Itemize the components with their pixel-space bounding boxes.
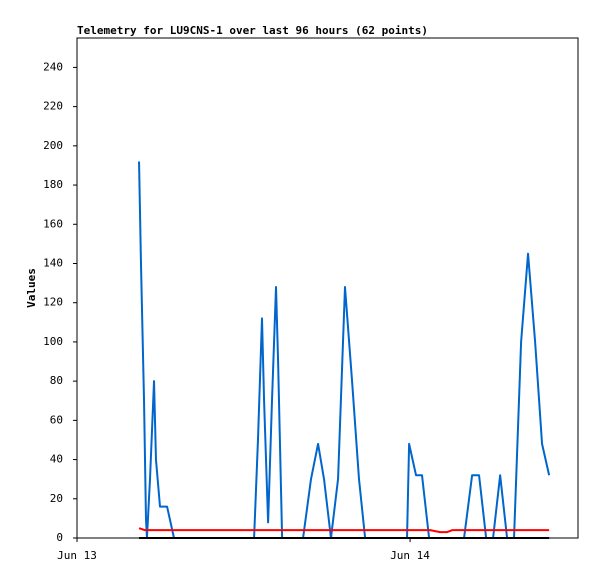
y-tick-label: 100 bbox=[43, 335, 63, 348]
chart-title: Telemetry for LU9CNS-1 over last 96 hour… bbox=[77, 24, 428, 37]
y-axis-label: Values bbox=[25, 268, 38, 308]
series-line bbox=[138, 161, 551, 539]
y-tick-label: 200 bbox=[43, 139, 63, 152]
y-tick-label: 220 bbox=[43, 100, 63, 113]
y-tick-label: 160 bbox=[43, 217, 63, 230]
series-line bbox=[138, 527, 550, 534]
y-tick-label: 140 bbox=[43, 256, 63, 269]
y-tick-label: 180 bbox=[43, 178, 63, 191]
x-tick-label: Jun 14 bbox=[390, 549, 430, 562]
x-tick-label: Jun 13 bbox=[57, 549, 97, 562]
y-tick-label: 60 bbox=[50, 413, 63, 426]
y-tick-label: 120 bbox=[43, 296, 63, 309]
y-tick-label: 20 bbox=[50, 492, 63, 505]
y-tick-label: 240 bbox=[43, 60, 63, 73]
y-tick-label: 40 bbox=[50, 453, 63, 466]
y-tick-label: 80 bbox=[50, 374, 63, 387]
y-tick-label: 0 bbox=[56, 531, 63, 544]
